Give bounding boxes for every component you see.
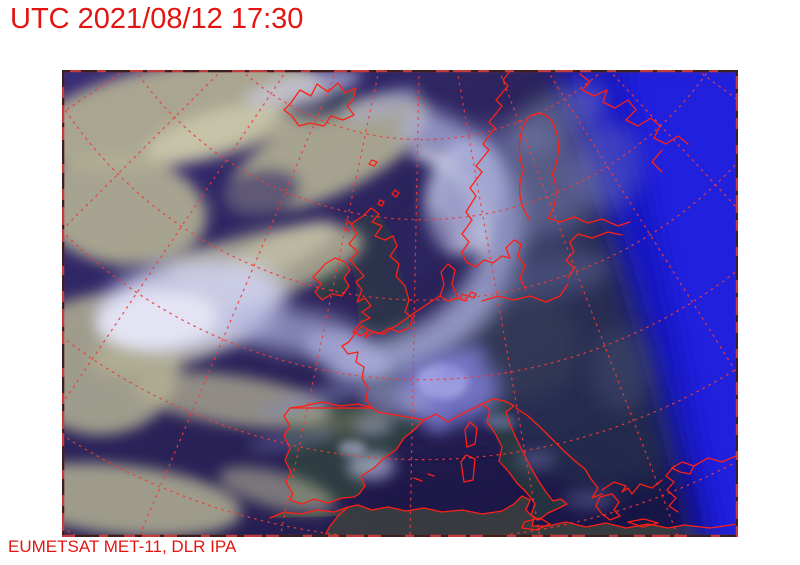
- coastline-overlay: [269, 70, 738, 537]
- frame-border: [62, 70, 738, 537]
- satellite-image: [62, 70, 738, 537]
- timestamp-title: UTC 2021/08/12 17:30: [10, 3, 304, 35]
- cloud-layer-storm: [97, 70, 642, 452]
- graticule-overlay: [62, 70, 738, 537]
- credit-caption: EUMETSAT MET-11, DLR IPA: [8, 537, 237, 556]
- cloud-layer-south: [338, 328, 652, 510]
